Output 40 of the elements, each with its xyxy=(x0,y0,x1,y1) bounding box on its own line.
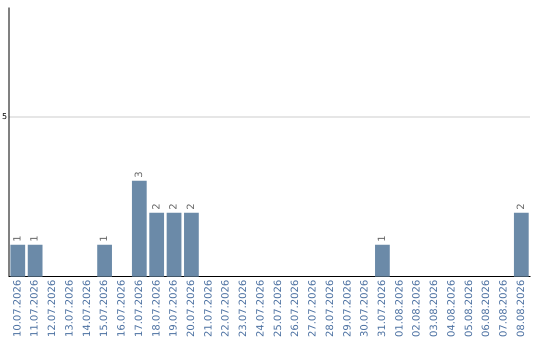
x-tick-label: 21.07.2026 xyxy=(203,280,214,338)
x-tick-label: 05.08.2026 xyxy=(464,280,475,338)
x-tick-label: 08.08.2026 xyxy=(516,280,527,338)
x-tick-label: 14.07.2026 xyxy=(82,280,93,338)
x-tick-label: 15.07.2026 xyxy=(99,280,110,338)
x-tick-label: 29.07.2026 xyxy=(342,280,354,338)
x-tick-label: 03.08.2026 xyxy=(429,280,440,338)
x-tick-label: 13.07.2026 xyxy=(64,280,76,338)
x-tick-label: 30.07.2026 xyxy=(360,280,371,338)
data-label: 1 xyxy=(12,235,24,242)
x-tick-label: 16.07.2026 xyxy=(116,280,128,338)
data-label: 2 xyxy=(186,203,197,210)
x-tick-label: 31.07.2026 xyxy=(377,280,388,338)
x-tick-label: 10.07.2026 xyxy=(12,280,24,338)
x-tick-label: 07.08.2026 xyxy=(498,280,510,338)
x-tick-label: 28.07.2026 xyxy=(324,280,336,338)
data-label: 1 xyxy=(377,235,388,242)
x-tick-label: 12.07.2026 xyxy=(47,280,58,338)
data-label: 1 xyxy=(99,235,110,242)
x-tick-label: 04.08.2026 xyxy=(446,280,458,338)
data-label: 2 xyxy=(516,203,527,210)
x-tick-label: 19.07.2026 xyxy=(168,280,180,338)
data-label: 3 xyxy=(134,171,145,178)
data-label: 2 xyxy=(151,203,162,210)
x-tick-label: 25.07.2026 xyxy=(272,280,284,338)
x-tick-label: 27.07.2026 xyxy=(308,280,319,338)
x-tick-label: 18.07.2026 xyxy=(151,280,162,338)
x-tick-label: 02.08.2026 xyxy=(412,280,423,338)
x-tick-label: 20.07.2026 xyxy=(186,280,197,338)
x-tick-label: 24.07.2026 xyxy=(255,280,266,338)
x-tick-label: 22.07.2026 xyxy=(220,280,232,338)
x-tick-label: 06.08.2026 xyxy=(481,280,492,338)
data-label: 1 xyxy=(30,235,41,242)
x-tick-label: 26.07.2026 xyxy=(290,280,302,338)
data-label: 2 xyxy=(168,203,180,210)
x-tick-label: 01.08.2026 xyxy=(394,280,406,338)
y-tick-label: 5 xyxy=(2,112,8,121)
x-tick-label: 23.07.2026 xyxy=(238,280,250,338)
x-tick-label: 11.07.2026 xyxy=(30,280,41,338)
x-tick-label: 17.07.2026 xyxy=(134,280,145,338)
